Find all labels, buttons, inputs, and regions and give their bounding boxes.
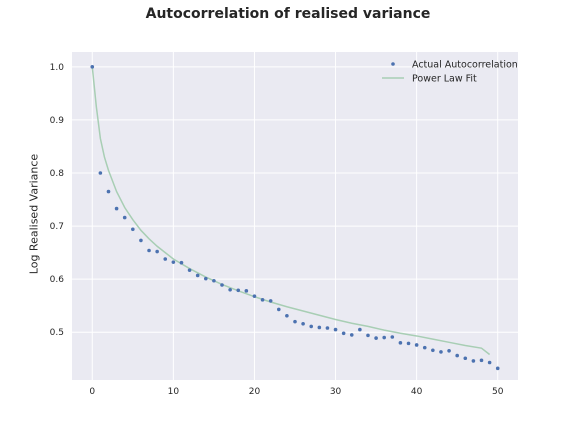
autocorrelation-point: [276, 307, 281, 312]
points-layer: [90, 65, 500, 371]
autocorrelation-point: [131, 227, 135, 232]
autocorrelation-point: [155, 249, 159, 254]
y-tick-label: 1.0: [50, 63, 65, 73]
autocorrelation-point: [495, 366, 500, 371]
autocorrelation-point: [122, 215, 127, 220]
autocorrelation-point: [293, 319, 297, 324]
legend: Actual Autocorrelation Power Law Fit: [382, 60, 518, 85]
autocorrelation-point: [463, 356, 468, 361]
autocorrelation-point: [447, 349, 451, 353]
x-tick-label: 0: [89, 387, 95, 397]
x-tick-label: 50: [492, 387, 504, 397]
autocorrelation-point: [106, 189, 111, 194]
x-tick-label: 30: [330, 387, 342, 397]
autocorrelation-point: [431, 348, 435, 353]
autocorrelation-point: [309, 324, 314, 329]
y-tick-label: 0.6: [50, 275, 65, 285]
autocorrelation-point: [171, 260, 176, 264]
autocorrelation-point: [195, 273, 200, 278]
x-tick-label: 10: [168, 387, 180, 397]
autocorrelation-point: [179, 260, 184, 265]
autocorrelation-point: [471, 359, 476, 363]
autocorrelation-point: [390, 335, 395, 339]
y-tick-label: 0.5: [50, 328, 64, 338]
legend-label-fit: Power Law Fit: [412, 74, 477, 85]
autocorrelation-point: [341, 331, 346, 336]
autocorrelation-point: [398, 341, 403, 345]
autocorrelation-point: [236, 288, 241, 293]
x-tick-label: 20: [249, 387, 261, 397]
autocorrelation-point: [139, 238, 143, 243]
autocorrelation-point: [422, 345, 427, 350]
grid: [72, 52, 518, 380]
autocorrelation-point: [455, 353, 459, 358]
x-tick-label: 40: [411, 387, 423, 397]
y-tick-label: 0.7: [50, 222, 64, 232]
legend-label-actual: Actual Autocorrelation: [412, 60, 518, 71]
autocorrelation-point: [228, 287, 232, 292]
autocorrelation-point: [333, 327, 338, 332]
autocorrelation-point: [374, 336, 378, 340]
autocorrelation-point: [260, 298, 265, 302]
autocorrelation-point: [414, 343, 419, 347]
autocorrelation-point: [114, 206, 119, 211]
autocorrelation-point: [358, 327, 362, 332]
autocorrelation-point: [317, 325, 322, 330]
autocorrelation-point: [439, 350, 443, 354]
autocorrelation-point: [268, 299, 273, 303]
autocorrelation-point: [382, 335, 387, 340]
autocorrelation-point: [325, 326, 330, 330]
autocorrelation-point: [163, 257, 168, 261]
plot-area: [72, 52, 518, 380]
autocorrelation-point: [487, 360, 492, 365]
autocorrelation-point: [220, 283, 224, 287]
autocorrelation-point: [147, 248, 151, 253]
x-ticks: 0 10 20 30 40 50: [89, 387, 503, 397]
autocorrelation-point: [204, 276, 208, 281]
autocorrelation-point: [187, 268, 192, 272]
chart-title: Autocorrelation of realised variance: [145, 6, 431, 22]
autocorrelation-point: [349, 333, 354, 337]
y-tick-label: 0.9: [50, 116, 65, 126]
autocorrelation-point: [406, 341, 411, 346]
autocorrelation-point: [301, 321, 305, 326]
autocorrelation-point: [212, 278, 216, 283]
autocorrelation-point: [90, 65, 95, 69]
y-tick-label: 0.8: [50, 169, 65, 179]
y-ticks: 0.5 0.6 0.7 0.8 0.9 1.0: [50, 63, 65, 338]
autocorrelation-point: [252, 294, 257, 298]
autocorrelation-point: [479, 358, 484, 363]
autocorrelation-point: [366, 333, 370, 338]
legend-marker-actual: [391, 62, 395, 66]
autocorrelation-point: [244, 289, 249, 293]
autocorrelation-point: [285, 313, 289, 318]
autocorrelation-point: [98, 171, 103, 175]
